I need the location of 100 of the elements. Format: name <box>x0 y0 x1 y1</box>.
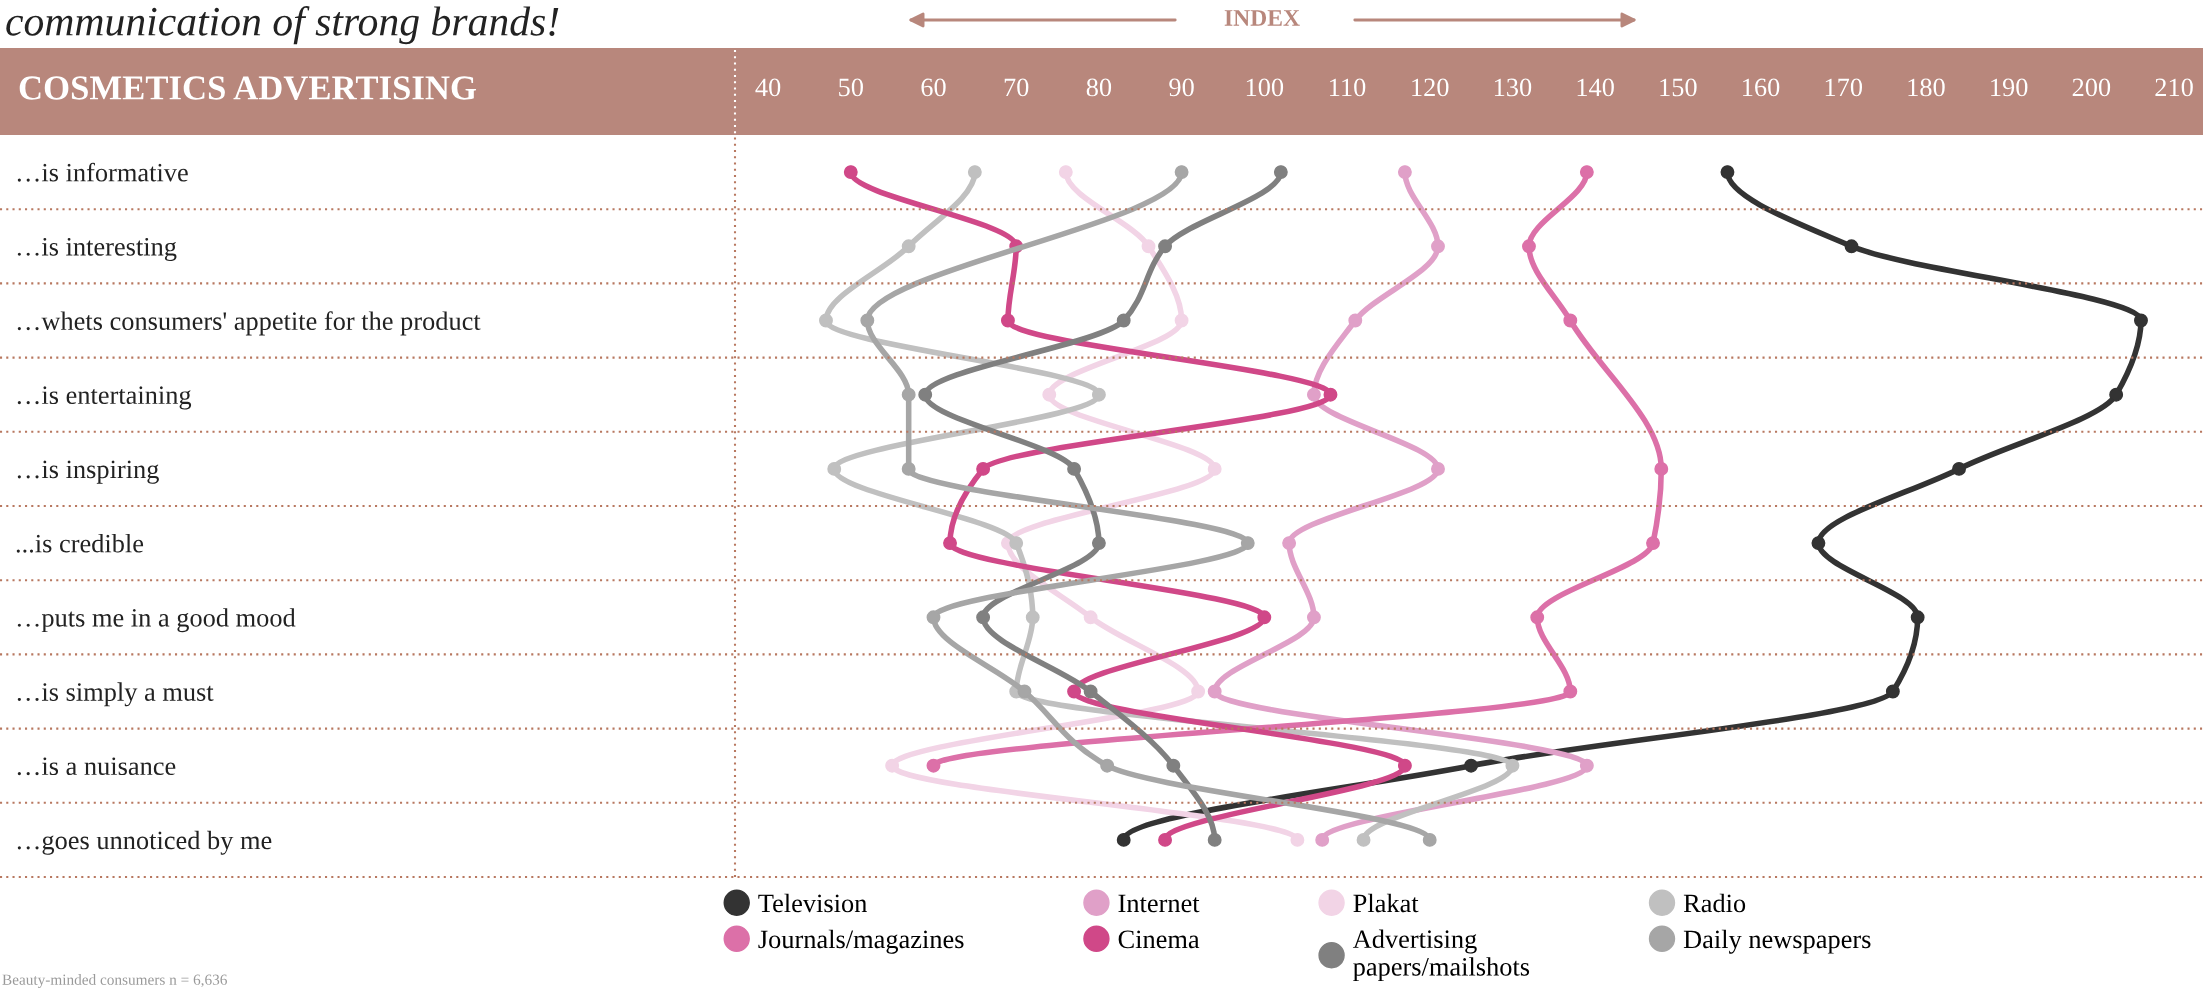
point <box>1017 684 1032 699</box>
point <box>1323 387 1338 402</box>
point <box>1282 536 1297 551</box>
y-tick-label: …is inspiring <box>17 460 159 484</box>
point <box>1273 165 1288 180</box>
point <box>1116 832 1131 847</box>
point <box>1174 313 1189 328</box>
point <box>1067 684 1082 699</box>
x-tick-label: 180 <box>1908 78 1945 97</box>
point <box>1158 239 1173 254</box>
point <box>1356 832 1371 847</box>
point <box>1025 610 1040 625</box>
point <box>1720 165 1735 180</box>
point <box>1166 758 1181 773</box>
point <box>1844 239 1859 254</box>
x-tick-label: 50 <box>839 78 863 97</box>
point <box>1042 387 1057 402</box>
y-tick-label: …whets consumers' appetite for the product <box>17 311 481 336</box>
point <box>1579 758 1594 773</box>
x-tick-label: 60 <box>921 78 946 97</box>
x-tick-label: 210 <box>2155 78 2193 97</box>
point <box>1397 758 1412 773</box>
point <box>1009 536 1024 551</box>
point <box>1563 313 1578 328</box>
x-tick-label: 150 <box>1660 78 1697 97</box>
point <box>1207 461 1222 476</box>
legend-label: Internet <box>1118 894 1200 913</box>
point <box>1811 536 1826 551</box>
text: Beauty-minded consumers n = 6,636 <box>2 974 227 988</box>
point <box>1207 832 1222 847</box>
point <box>1505 758 1520 773</box>
point <box>967 165 982 180</box>
y-tick-label: …is simply a must <box>17 682 214 707</box>
y-tick-label: …is entertaining <box>17 386 192 410</box>
point <box>1522 239 1536 254</box>
point <box>1191 684 1206 699</box>
point <box>1422 832 1437 847</box>
point <box>1207 684 1222 699</box>
point <box>1083 684 1098 699</box>
point <box>1952 461 1966 476</box>
point <box>1579 165 1594 180</box>
x-tick-label: 40 <box>755 78 781 97</box>
point <box>1091 536 1106 551</box>
point <box>1141 239 1156 254</box>
point <box>926 610 941 625</box>
point <box>1646 536 1660 551</box>
x-tick-label: 130 <box>1494 78 1532 97</box>
x-tick-label: 190 <box>1991 78 2028 97</box>
legend-label: Daily newspapers <box>1683 929 1871 954</box>
y-tick-label: …is a nuisance <box>17 757 176 776</box>
point <box>1058 165 1073 180</box>
point <box>1306 610 1321 625</box>
point <box>2109 387 2124 402</box>
point <box>901 239 916 254</box>
y-tick-label: …puts me in a good mood <box>17 608 296 633</box>
legend-label: Advertising papers/mailshots <box>1352 929 1530 982</box>
legend-label: Radio <box>1683 893 1746 913</box>
legend-label: Plakat <box>1353 893 1419 913</box>
point <box>1000 313 1015 328</box>
legend-label: Television <box>758 893 867 913</box>
point <box>1885 684 1900 699</box>
point <box>1257 610 1272 625</box>
point <box>1910 610 1925 625</box>
y-tick-label: …is informative <box>17 162 188 182</box>
x-tick-label: 90 <box>1169 78 1194 97</box>
x-tick-label: 80 <box>1086 78 1112 97</box>
y-axis-title: COSMETICS ADVERTISING <box>19 76 477 100</box>
point <box>1431 461 1445 476</box>
y-tick-label: …goes unnoticed by me <box>17 830 272 855</box>
x-tick-label: 170 <box>1825 78 1863 97</box>
y-tick-label: …is interesting <box>17 237 177 262</box>
point <box>918 387 933 402</box>
point <box>1306 387 1321 402</box>
point <box>819 313 833 328</box>
point <box>1348 313 1363 328</box>
point <box>1464 758 1479 773</box>
x-tick-label: 140 <box>1577 78 1614 97</box>
point <box>1083 610 1098 625</box>
point <box>943 536 957 551</box>
x-tick-label: 160 <box>1743 78 1780 97</box>
point <box>1563 684 1578 699</box>
point <box>1100 758 1115 773</box>
point <box>1158 832 1173 847</box>
x-tick-label: 110 <box>1330 78 1366 97</box>
point <box>1091 387 1106 402</box>
x-tick-label: 100 <box>1246 78 1284 97</box>
point <box>1397 165 1412 180</box>
x-tick-label: 200 <box>2072 78 2111 97</box>
point <box>901 461 916 476</box>
point <box>901 387 916 402</box>
point <box>1431 239 1445 254</box>
legend-label: Journals/magazines <box>758 929 964 954</box>
point <box>885 758 900 773</box>
point <box>976 610 991 625</box>
legend-label: Cinema <box>1118 930 1200 949</box>
point <box>827 461 842 476</box>
point <box>1116 313 1131 328</box>
point <box>1530 610 1545 625</box>
point <box>1240 536 1255 551</box>
point <box>1315 832 1330 847</box>
